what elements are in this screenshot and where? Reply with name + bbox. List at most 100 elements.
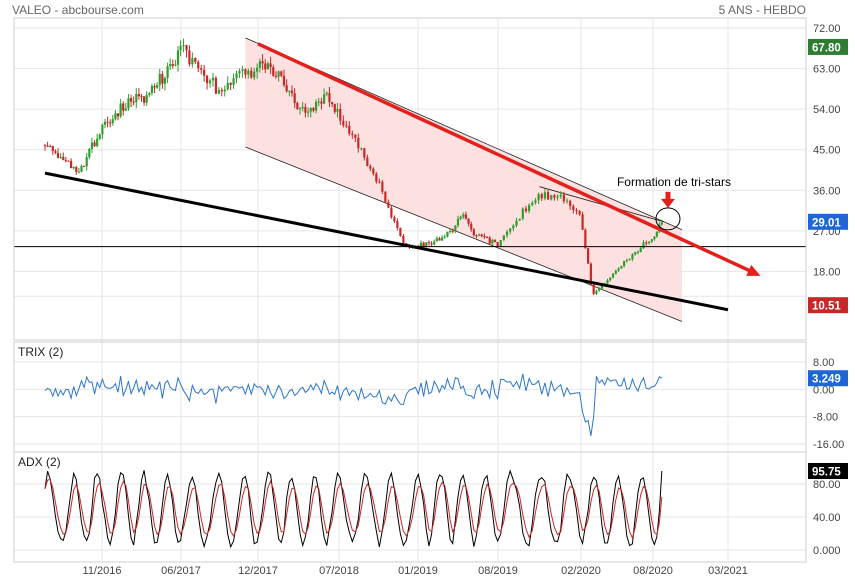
candle-up [653,236,656,240]
candle-up [191,58,194,65]
candle-up [148,93,151,95]
trix-tick-label: 8.00 [813,357,834,369]
candle-down [304,106,307,113]
candle-down [488,237,491,244]
candle-down [402,235,405,244]
candle-up [537,194,540,201]
candle-up [114,113,117,120]
candle-down [553,195,556,198]
candle-down [64,160,67,162]
candle-up [101,124,104,135]
candle-up [505,231,509,236]
price-tick-label: 36.00 [813,185,841,197]
candle-up [309,107,312,112]
candle-down [49,145,52,147]
candle-up [509,228,512,232]
candle-down [480,234,483,237]
candle-down [229,82,232,85]
candle-down [562,194,565,202]
candle-up [241,69,244,72]
candle-up [72,167,75,169]
candle-down [200,68,203,70]
candle-up [77,171,80,173]
adx-tick-label: 80.00 [813,479,841,491]
trix-last-badge [808,370,848,387]
candle-down [351,133,354,135]
candle-down [572,206,575,211]
candle-up [625,260,628,262]
candle-down [137,94,140,97]
candle-up [235,73,238,79]
candle-up [628,259,631,261]
candle-down [372,168,375,174]
candle-up [462,214,465,217]
candle-down [464,214,468,219]
candle-up [550,195,553,200]
candle-up [226,82,229,90]
candle-down [390,207,393,218]
price-tick-label: 18.00 [813,266,841,278]
candle-down [430,243,433,245]
x-tick-label: 02/2020 [561,565,601,577]
candle-up [277,71,280,77]
candle-down [393,217,396,222]
candle-up [443,236,446,238]
candle-up [150,86,154,94]
candle-down [396,221,399,228]
candle-up [169,64,172,67]
candle-down [348,126,351,134]
candle-up [258,61,262,68]
candle-down [83,165,86,167]
candle-down [122,103,125,111]
candle-down [333,104,336,112]
x-tick-label: 11/2016 [83,565,122,577]
descending-channel-zone [245,37,682,322]
candle-down [569,200,572,207]
candle-up [182,45,185,47]
candle-down [645,242,648,244]
candle-down [272,67,275,76]
candle-down [328,93,331,103]
candle-up [322,94,326,104]
last-price-badge [808,213,848,230]
x-tick-label: 12/2017 [238,565,278,577]
candle-up [253,71,256,78]
chart-period: 5 ANS - HEBDO [718,3,806,17]
candle-down [54,151,57,153]
candle-down [496,242,499,247]
annotation-arrow-stem [665,191,671,200]
candle-down [67,160,70,162]
candle-up [521,208,524,219]
candle-up [314,101,318,111]
candle-down [129,98,133,102]
price-panel-frame [13,17,807,341]
candle-down [331,102,334,105]
candle-down [188,50,191,65]
candle-up [59,156,62,158]
candle-up [650,239,653,242]
candle-down [363,148,366,158]
trix-last-badge-text: 3.249 [812,374,841,386]
candle-down [161,73,164,84]
candle-down [472,229,475,236]
candle-down [587,248,590,264]
candle-down [584,229,587,249]
candle-up [266,63,270,70]
candle-up [639,248,642,252]
candle-up [518,218,521,221]
candle-up [336,108,339,112]
x-tick-label: 01/2019 [398,565,438,577]
long-term-support-line [44,171,729,312]
candle-down [261,61,264,64]
candle-down [244,69,247,75]
candle-down [220,89,223,92]
adx-title: ADX (2) [16,455,63,469]
candle-up [595,290,598,294]
candle-down [153,86,156,88]
candle-down [575,210,578,212]
candle-down [592,284,595,294]
trix-title: TRIX (2) [16,345,66,359]
candle-up [478,234,481,236]
candle-up [135,94,138,103]
